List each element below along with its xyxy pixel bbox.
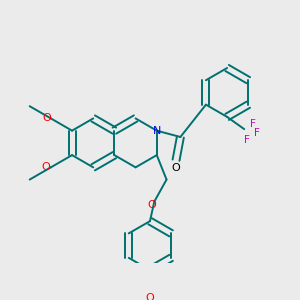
Text: F: F [250,119,256,129]
Text: N: N [153,126,161,136]
Text: F: F [254,128,260,139]
Text: O: O [172,163,180,173]
Text: O: O [147,200,156,210]
Text: O: O [146,293,154,300]
Text: F: F [244,136,250,146]
Text: O: O [41,162,50,172]
Text: O: O [42,113,51,123]
